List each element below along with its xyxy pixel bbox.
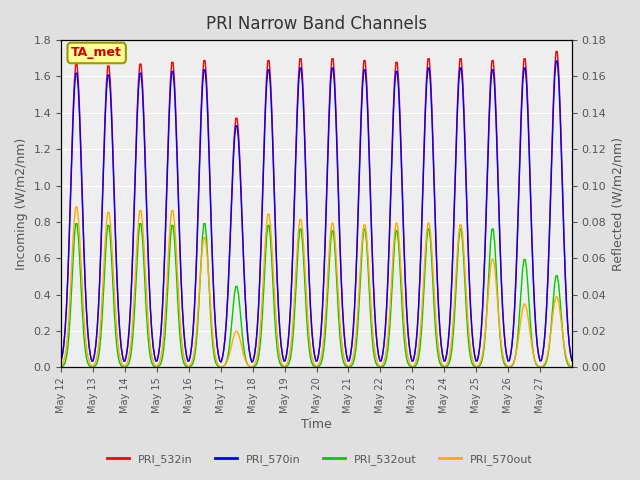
X-axis label: Time: Time — [301, 419, 332, 432]
Legend: PRI_532in, PRI_570in, PRI_532out, PRI_570out: PRI_532in, PRI_570in, PRI_532out, PRI_57… — [102, 450, 538, 469]
Y-axis label: Incoming (W/m2/nm): Incoming (W/m2/nm) — [15, 138, 28, 270]
Title: PRI Narrow Band Channels: PRI Narrow Band Channels — [206, 15, 427, 33]
Text: TA_met: TA_met — [71, 47, 122, 60]
Y-axis label: Reflected (W/m2/nm): Reflected (W/m2/nm) — [612, 137, 625, 271]
